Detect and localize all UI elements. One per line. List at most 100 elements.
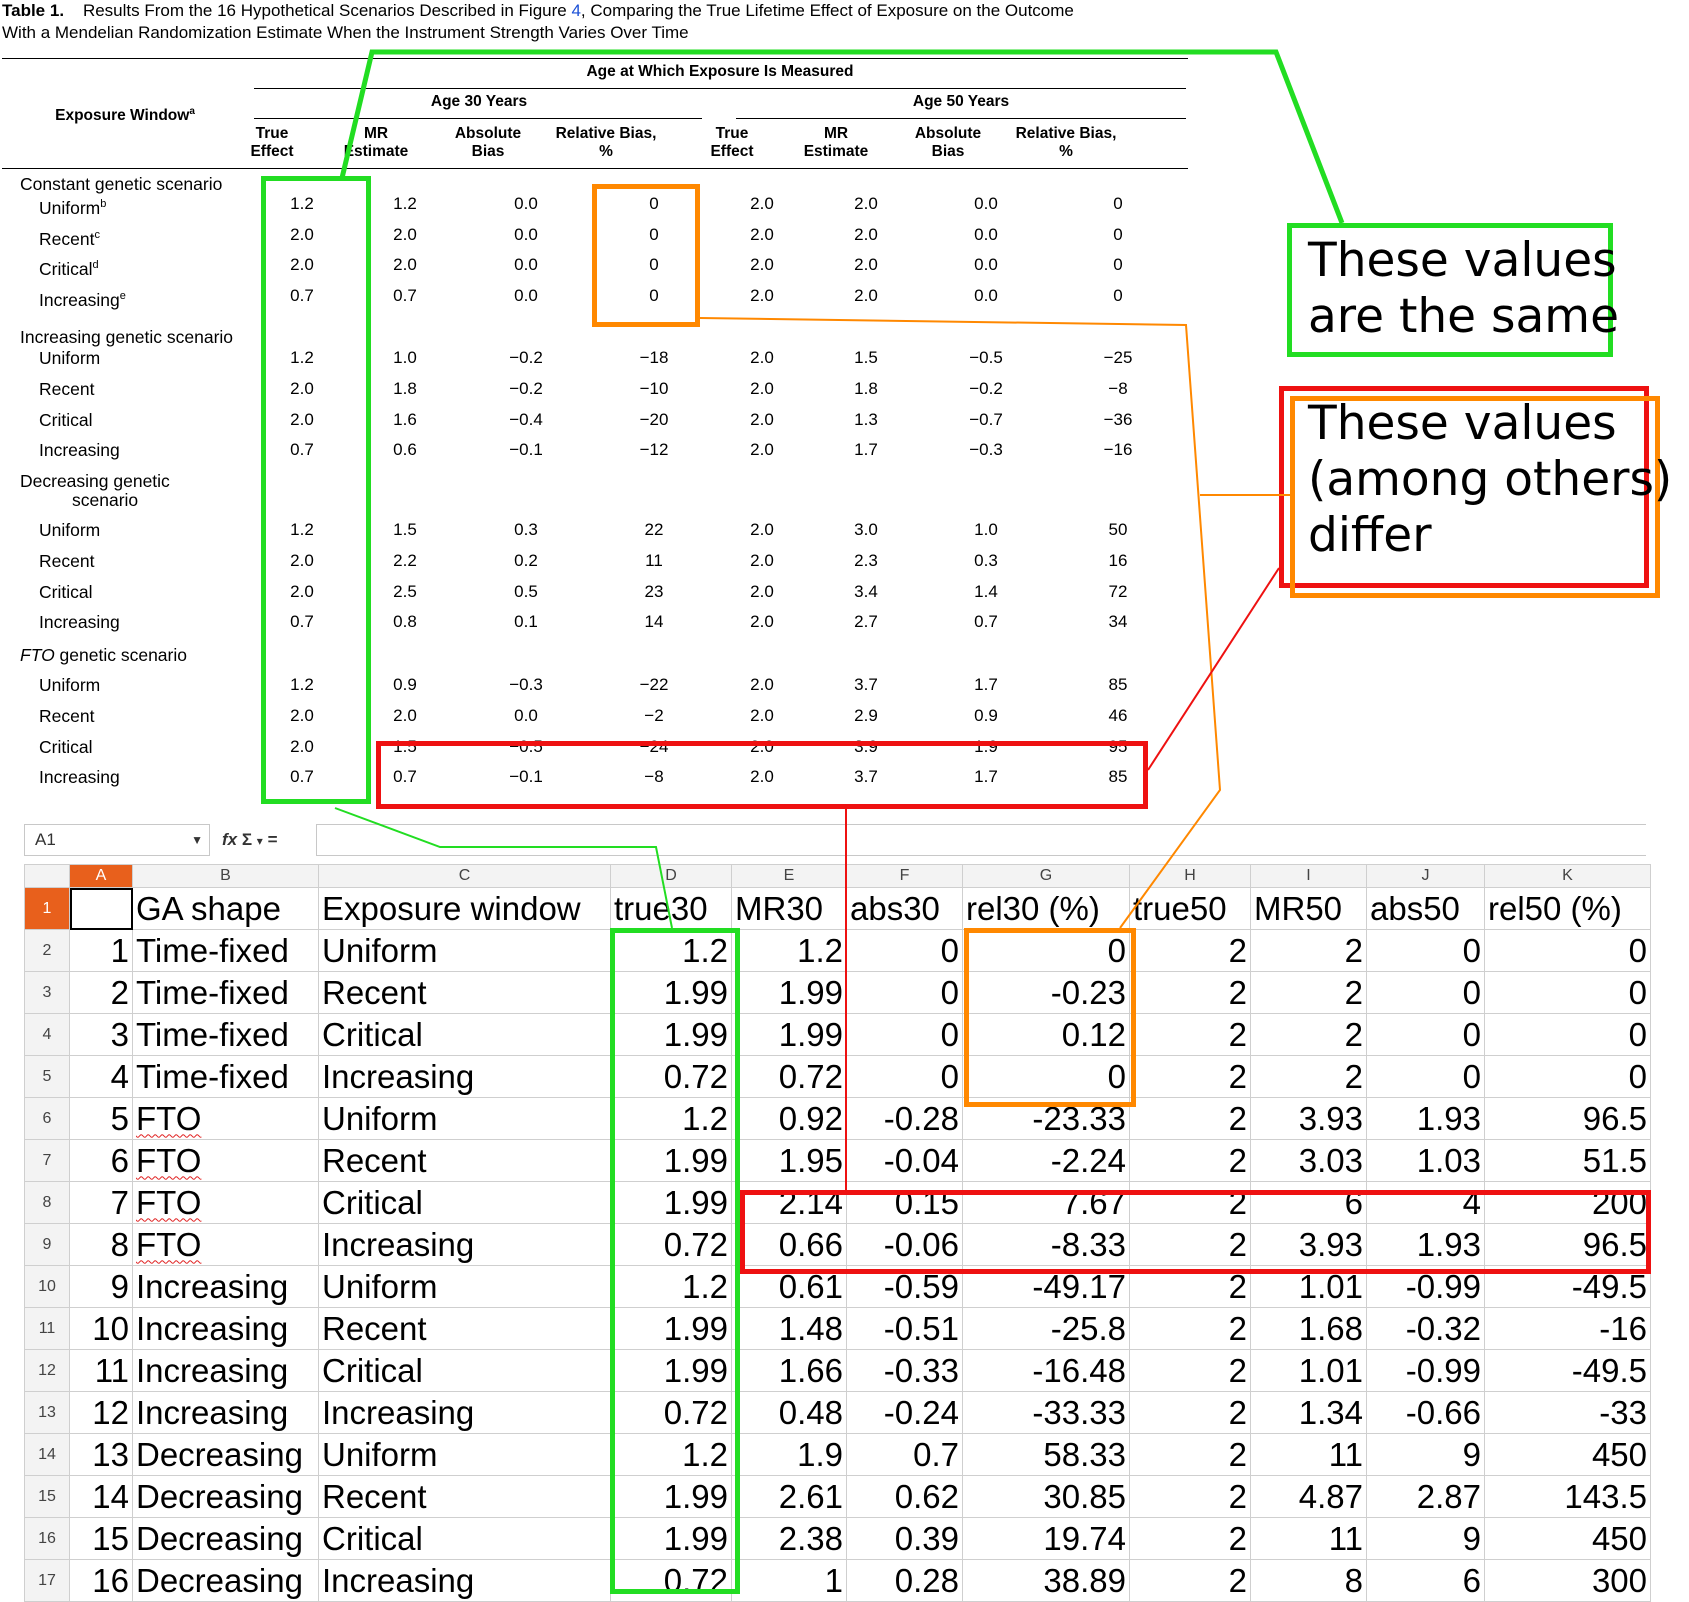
sheet-cell[interactable]: Increasing bbox=[132, 1391, 319, 1434]
sheet-cell[interactable]: 1.01 bbox=[1250, 1349, 1367, 1392]
sheet-cell[interactable]: -0.28 bbox=[846, 1097, 963, 1140]
sheet-cell[interactable]: Increasing bbox=[318, 1055, 611, 1098]
sheet-cell[interactable]: 0.66 bbox=[731, 1223, 847, 1266]
sheet-cell[interactable]: 0.72 bbox=[610, 1223, 732, 1266]
sheet-cell[interactable]: 1.99 bbox=[610, 971, 732, 1014]
sheet-cell[interactable]: 2 bbox=[1129, 1433, 1251, 1476]
sheet-cell[interactable]: Critical bbox=[318, 1013, 611, 1056]
sheet-cell[interactable]: Increasing bbox=[132, 1265, 319, 1308]
column-header[interactable]: E bbox=[731, 864, 847, 888]
sheet-cell[interactable]: 58.33 bbox=[962, 1433, 1130, 1476]
sheet-cell[interactable]: 0 bbox=[1366, 1013, 1485, 1056]
sheet-cell[interactable]: 1.99 bbox=[610, 1517, 732, 1560]
sheet-cell[interactable]: Recent bbox=[318, 1475, 611, 1518]
sheet-cell[interactable]: 1.48 bbox=[731, 1307, 847, 1350]
sheet-cell[interactable]: 2 bbox=[1129, 1097, 1251, 1140]
sheet-cell[interactable]: 2.14 bbox=[731, 1181, 847, 1224]
sheet-cell[interactable]: 1.99 bbox=[731, 971, 847, 1014]
sheet-cell[interactable]: 1.95 bbox=[731, 1139, 847, 1182]
sheet-cell[interactable]: -0.24 bbox=[846, 1391, 963, 1434]
sheet-cell[interactable]: Critical bbox=[318, 1517, 611, 1560]
sheet-cell[interactable]: 2 bbox=[69, 971, 133, 1014]
sheet-cell[interactable]: 9 bbox=[69, 1265, 133, 1308]
sheet-cell[interactable]: Critical bbox=[318, 1181, 611, 1224]
sheet-cell[interactable]: Time-fixed bbox=[132, 1013, 319, 1056]
sheet-cell[interactable]: Uniform bbox=[318, 1433, 611, 1476]
row-header[interactable]: 1 bbox=[24, 887, 70, 930]
sheet-cell[interactable]: 2 bbox=[1250, 1055, 1367, 1098]
sheet-cell[interactable]: 3.03 bbox=[1250, 1139, 1367, 1182]
sheet-cell[interactable]: Time-fixed bbox=[132, 971, 319, 1014]
sheet-cell[interactable]: 13 bbox=[69, 1433, 133, 1476]
sheet-cell[interactable]: -25.8 bbox=[962, 1307, 1130, 1350]
column-header[interactable]: H bbox=[1129, 864, 1251, 888]
function-wizard-icon[interactable]: fx bbox=[222, 830, 238, 849]
column-header[interactable]: A bbox=[69, 864, 133, 888]
sheet-cell[interactable]: 1.99 bbox=[731, 1013, 847, 1056]
sheet-cell[interactable]: 0.72 bbox=[610, 1055, 732, 1098]
sheet-cell[interactable]: 15 bbox=[69, 1517, 133, 1560]
sheet-cell[interactable]: 2 bbox=[1250, 929, 1367, 972]
row-header[interactable]: 5 bbox=[24, 1055, 70, 1098]
sheet-cell[interactable]: 3.93 bbox=[1250, 1223, 1367, 1266]
sheet-cell[interactable]: abs30 bbox=[846, 887, 963, 930]
sheet-cell[interactable]: -33.33 bbox=[962, 1391, 1130, 1434]
row-header[interactable]: 4 bbox=[24, 1013, 70, 1056]
sheet-cell[interactable]: 0.15 bbox=[846, 1181, 963, 1224]
sheet-cell[interactable]: 4 bbox=[69, 1055, 133, 1098]
sheet-cell[interactable]: 1.99 bbox=[610, 1307, 732, 1350]
sheet-cell[interactable]: 11 bbox=[1250, 1433, 1367, 1476]
sheet-cell[interactable]: 0.7 bbox=[846, 1433, 963, 1476]
formula-icon[interactable]: = bbox=[267, 830, 278, 849]
sheet-cell[interactable]: 2 bbox=[1250, 971, 1367, 1014]
sheet-cell[interactable]: abs50 bbox=[1366, 887, 1485, 930]
sheet-cell[interactable]: rel30 (%) bbox=[962, 887, 1130, 930]
column-header[interactable]: C bbox=[318, 864, 611, 888]
sheet-cell[interactable]: 0 bbox=[962, 929, 1130, 972]
sheet-cell[interactable]: 1.03 bbox=[1366, 1139, 1485, 1182]
sheet-cell[interactable]: 1.2 bbox=[731, 929, 847, 972]
figure-link[interactable]: 4 bbox=[571, 1, 581, 20]
sheet-cell[interactable]: FTO bbox=[132, 1223, 319, 1266]
sheet-cell[interactable]: 0 bbox=[962, 1055, 1130, 1098]
sheet-cell[interactable]: -0.04 bbox=[846, 1139, 963, 1182]
column-header[interactable]: G bbox=[962, 864, 1130, 888]
sum-icon[interactable]: Σ bbox=[241, 830, 253, 849]
sheet-cell[interactable] bbox=[69, 887, 133, 930]
sheet-cell[interactable]: 1.9 bbox=[731, 1433, 847, 1476]
sheet-cell[interactable]: FTO bbox=[132, 1181, 319, 1224]
sheet-cell[interactable]: 0.48 bbox=[731, 1391, 847, 1434]
sheet-cell[interactable]: 2.61 bbox=[731, 1475, 847, 1518]
column-header[interactable]: D bbox=[610, 864, 732, 888]
sheet-cell[interactable]: 14 bbox=[69, 1475, 133, 1518]
column-header[interactable]: J bbox=[1366, 864, 1485, 888]
row-header[interactable]: 9 bbox=[24, 1223, 70, 1266]
sheet-cell[interactable]: -0.32 bbox=[1366, 1307, 1485, 1350]
sheet-cell[interactable]: 2 bbox=[1129, 1223, 1251, 1266]
sheet-cell[interactable]: true50 bbox=[1129, 887, 1251, 930]
sheet-cell[interactable]: MR30 bbox=[731, 887, 847, 930]
sheet-cell[interactable]: Time-fixed bbox=[132, 1055, 319, 1098]
row-header[interactable]: 6 bbox=[24, 1097, 70, 1140]
sheet-cell[interactable]: Decreasing bbox=[132, 1433, 319, 1476]
row-header[interactable]: 11 bbox=[24, 1307, 70, 1350]
sheet-cell[interactable]: 2.38 bbox=[731, 1517, 847, 1560]
sheet-cell[interactable]: 0.72 bbox=[731, 1055, 847, 1098]
sheet-cell[interactable]: 7.67 bbox=[962, 1181, 1130, 1224]
sheet-cell[interactable]: 96.5 bbox=[1484, 1223, 1651, 1266]
sheet-cell[interactable]: Decreasing bbox=[132, 1475, 319, 1518]
sheet-cell[interactable]: 0 bbox=[846, 1055, 963, 1098]
row-header[interactable]: 14 bbox=[24, 1433, 70, 1476]
row-header[interactable]: 15 bbox=[24, 1475, 70, 1518]
sheet-cell[interactable]: 0 bbox=[1484, 929, 1651, 972]
column-header[interactable]: K bbox=[1484, 864, 1651, 888]
sheet-cell[interactable]: Decreasing bbox=[132, 1517, 319, 1560]
sheet-cell[interactable]: 0.62 bbox=[846, 1475, 963, 1518]
sheet-cell[interactable]: Increasing bbox=[318, 1391, 611, 1434]
sheet-cell[interactable]: 3.93 bbox=[1250, 1097, 1367, 1140]
sheet-cell[interactable]: Uniform bbox=[318, 1265, 611, 1308]
sheet-cell[interactable]: -8.33 bbox=[962, 1223, 1130, 1266]
sheet-cell[interactable]: -0.06 bbox=[846, 1223, 963, 1266]
sheet-cell[interactable]: Critical bbox=[318, 1349, 611, 1392]
sheet-cell[interactable]: 6 bbox=[69, 1139, 133, 1182]
